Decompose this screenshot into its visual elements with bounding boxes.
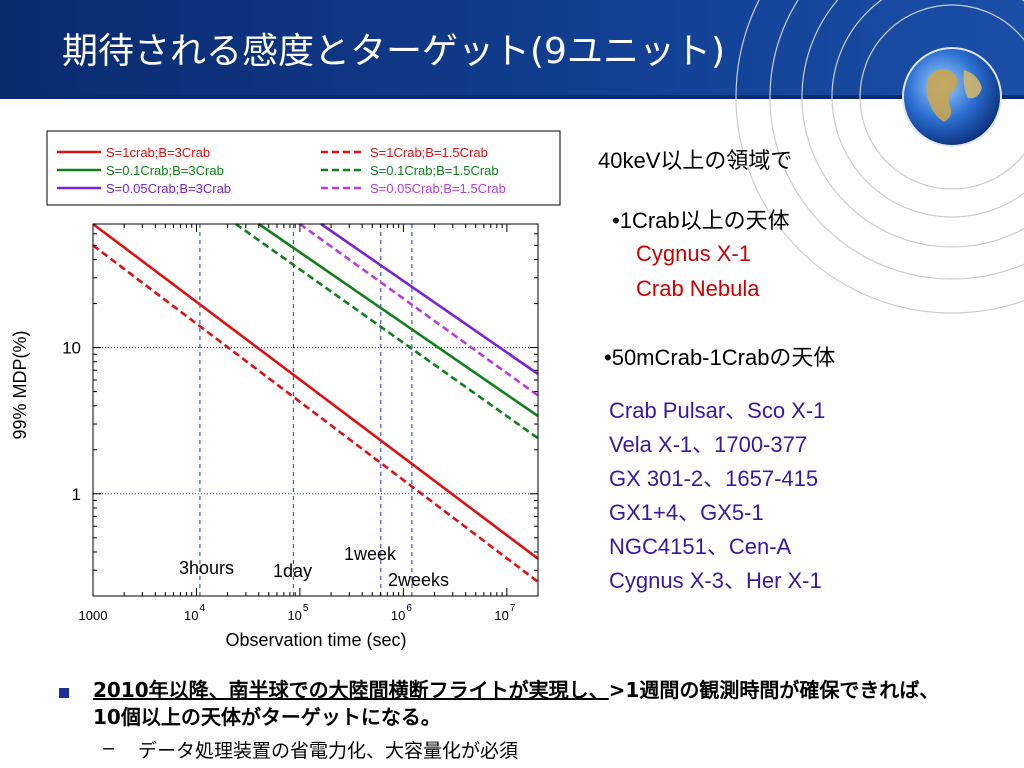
x-tick-label: 1000 xyxy=(79,608,108,623)
axis-ticks xyxy=(92,223,539,597)
y-axis-label: 99% MDP(%) xyxy=(10,330,30,439)
bright-target: Crab Nebula xyxy=(636,276,760,301)
bullet-lead: 2010年以降、南半球での大陸間横断フライトが実現し、 xyxy=(93,678,609,702)
y-tick-labels: 1 10 xyxy=(62,339,81,504)
x-tick-label: 10 xyxy=(494,608,508,623)
legend-entry: S=0.1Crab;B=3Crab xyxy=(106,163,224,178)
legend-entry: S=0.1Crab;B=1.5Crab xyxy=(370,163,499,178)
y-tick-label: 1 xyxy=(72,485,81,504)
mid-target: NGC4151、Cen-A xyxy=(609,534,792,559)
time-marker-label: 1week xyxy=(344,544,397,564)
x-tick-label: 10 xyxy=(184,608,198,623)
time-marker-label: 2weeks xyxy=(388,570,449,590)
series-line xyxy=(320,222,539,376)
time-marker-label: 3hours xyxy=(179,558,234,578)
series-line xyxy=(92,244,539,583)
time-marker-label: 1day xyxy=(273,561,312,581)
bullet-rest: >1週間の観測時間が確保できれば、10個以上の天体がターゲットになる。 xyxy=(93,678,940,729)
legend-entry: S=0.05Crab;B=1.5Crab xyxy=(370,181,506,196)
mid-target: Crab Pulsar、Sco X-1 xyxy=(609,398,826,423)
sub-bullet-dash: – xyxy=(103,737,115,759)
bright-sources-heading: •1Crab以上の天体 xyxy=(612,208,790,233)
series-line xyxy=(92,222,539,560)
mid-target: Cygnus X-3、Her X-1 xyxy=(609,568,822,593)
x-tick-exponent: 6 xyxy=(406,603,412,614)
x-axis-label: Observation time (sec) xyxy=(225,630,406,650)
y-tick-label: 10 xyxy=(62,339,81,358)
mid-target: Vela X-1、1700-377 xyxy=(609,432,808,457)
series-line xyxy=(258,222,539,418)
series-line xyxy=(299,222,539,397)
x-tick-exponent: 4 xyxy=(199,603,205,614)
legend-box xyxy=(46,130,561,206)
plot-area xyxy=(93,224,538,596)
energy-range-heading: 40keV以上の領域で xyxy=(598,148,793,173)
x-tick-label: 10 xyxy=(391,608,405,623)
bullet-square-icon xyxy=(59,688,69,698)
series-line xyxy=(235,222,539,440)
mid-target: GX 301-2、1657-415 xyxy=(609,466,819,491)
time-markers: 3hours 1day 1week 2weeks xyxy=(179,224,449,596)
legend-entry: S=1crab;B=3Crab xyxy=(106,145,210,160)
x-tick-label: 10 xyxy=(287,608,301,623)
legend: S=1crab;B=3Crab S=1Crab;B=1.5Crab S=0.1Cra… xyxy=(57,145,506,196)
mid-target: GX1+4、GX5-1 xyxy=(609,500,764,525)
grid-lines xyxy=(93,347,538,495)
x-tick-labels: 1000 10 4 10 5 10 6 10 7 xyxy=(79,603,516,623)
x-tick-exponent: 5 xyxy=(303,603,309,614)
plot-frame xyxy=(92,223,539,597)
mid-sources-heading: •50mCrab-1Crabの天体 xyxy=(604,345,836,370)
bright-target: Cygnus X-1 xyxy=(636,241,751,266)
sub-bullet: データ処理装置の省電力化、大容量化が必須 xyxy=(138,741,519,762)
legend-entry: S=0.05Crab;B=3Crab xyxy=(106,181,231,196)
legend-entry: S=1Crab;B=1.5Crab xyxy=(370,145,488,160)
x-tick-exponent: 7 xyxy=(510,603,516,614)
slide-title: 期待される感度とターゲット(9ユニット) xyxy=(62,31,725,72)
title-underline xyxy=(0,95,1024,99)
series-lines xyxy=(92,222,539,583)
summary-bullet: 2010年以降、南半球での大陸間横断フライトが実現し、>1週間の観測時間が確保で… xyxy=(93,677,953,731)
